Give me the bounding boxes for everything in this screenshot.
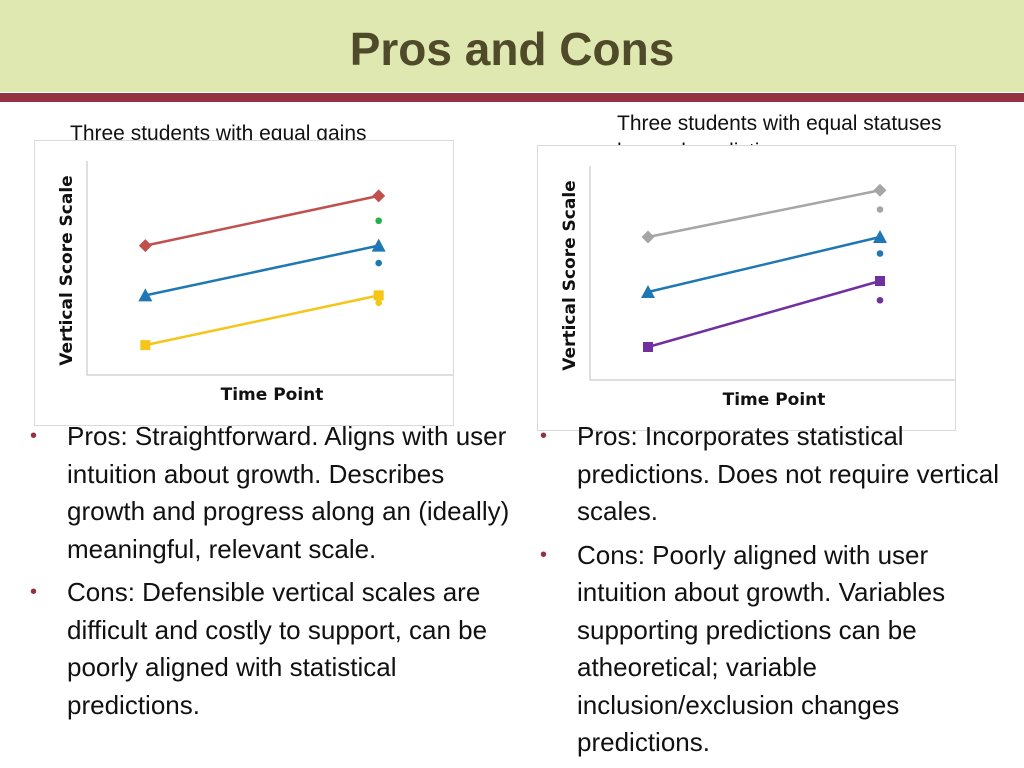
list-item: • Cons: Poorly aligned with user intuitio… xyxy=(540,537,1020,762)
series-line-1 xyxy=(145,246,378,296)
x-axis-label: Time Point xyxy=(221,385,324,405)
bullet-dot-icon: • xyxy=(540,537,547,575)
list-item: • Cons: Defensible vertical scales are di… xyxy=(30,574,510,724)
prediction-dot xyxy=(877,206,884,213)
series-line-2 xyxy=(145,295,378,345)
triangle-marker xyxy=(873,230,887,243)
bullet-text: Pros: Straightforward. Aligns with user … xyxy=(67,421,509,564)
prediction-dot xyxy=(877,250,884,257)
square-marker xyxy=(875,276,885,286)
diamond-marker xyxy=(372,189,385,202)
prediction-dot xyxy=(877,297,884,304)
bullet-dot-icon: • xyxy=(30,418,37,456)
page-title: Pros and Cons xyxy=(0,22,1024,76)
series-line-0 xyxy=(145,196,378,246)
left-bullet-list: • Pros: Straightforward. Aligns with user… xyxy=(30,418,510,730)
bullet-text: Cons: Defensible vertical scales are dif… xyxy=(67,577,487,720)
equal-gains-chart-svg: Time Point Vertical Score Scale xyxy=(35,141,453,425)
series-line-1 xyxy=(648,237,880,292)
series-line-2 xyxy=(648,281,880,347)
diamond-marker xyxy=(874,184,887,197)
prediction-dot xyxy=(375,217,382,224)
prediction-dot xyxy=(375,260,382,267)
equal-status-chart: Time Point Vertical Score Scale xyxy=(537,145,956,431)
equal-gains-chart: Time Point Vertical Score Scale xyxy=(34,140,454,426)
equal-status-chart-svg: Time Point Vertical Score Scale xyxy=(538,146,955,430)
y-axis-label: Vertical Score Scale xyxy=(560,180,580,370)
diamond-marker xyxy=(642,231,655,244)
x-axis-label: Time Point xyxy=(723,390,826,410)
square-marker xyxy=(374,290,384,300)
header-divider xyxy=(0,93,1024,102)
bullet-text: Pros: Incorporates statistical predictio… xyxy=(577,421,999,526)
right-bullet-list: • Pros: Incorporates statistical predicti… xyxy=(540,418,1020,768)
bullet-dot-icon: • xyxy=(30,574,37,612)
prediction-dot xyxy=(375,300,382,307)
square-marker xyxy=(643,342,653,352)
square-marker xyxy=(140,340,150,350)
list-item: • Pros: Straightforward. Aligns with user… xyxy=(30,418,510,568)
series-line-0 xyxy=(648,190,880,237)
diamond-marker xyxy=(139,239,152,252)
triangle-marker xyxy=(372,239,386,252)
list-item: • Pros: Incorporates statistical predicti… xyxy=(540,418,1020,531)
bullet-dot-icon: • xyxy=(540,418,547,456)
y-axis-label: Vertical Score Scale xyxy=(57,175,77,365)
bullet-text: Cons: Poorly aligned with user intuition… xyxy=(577,540,945,758)
